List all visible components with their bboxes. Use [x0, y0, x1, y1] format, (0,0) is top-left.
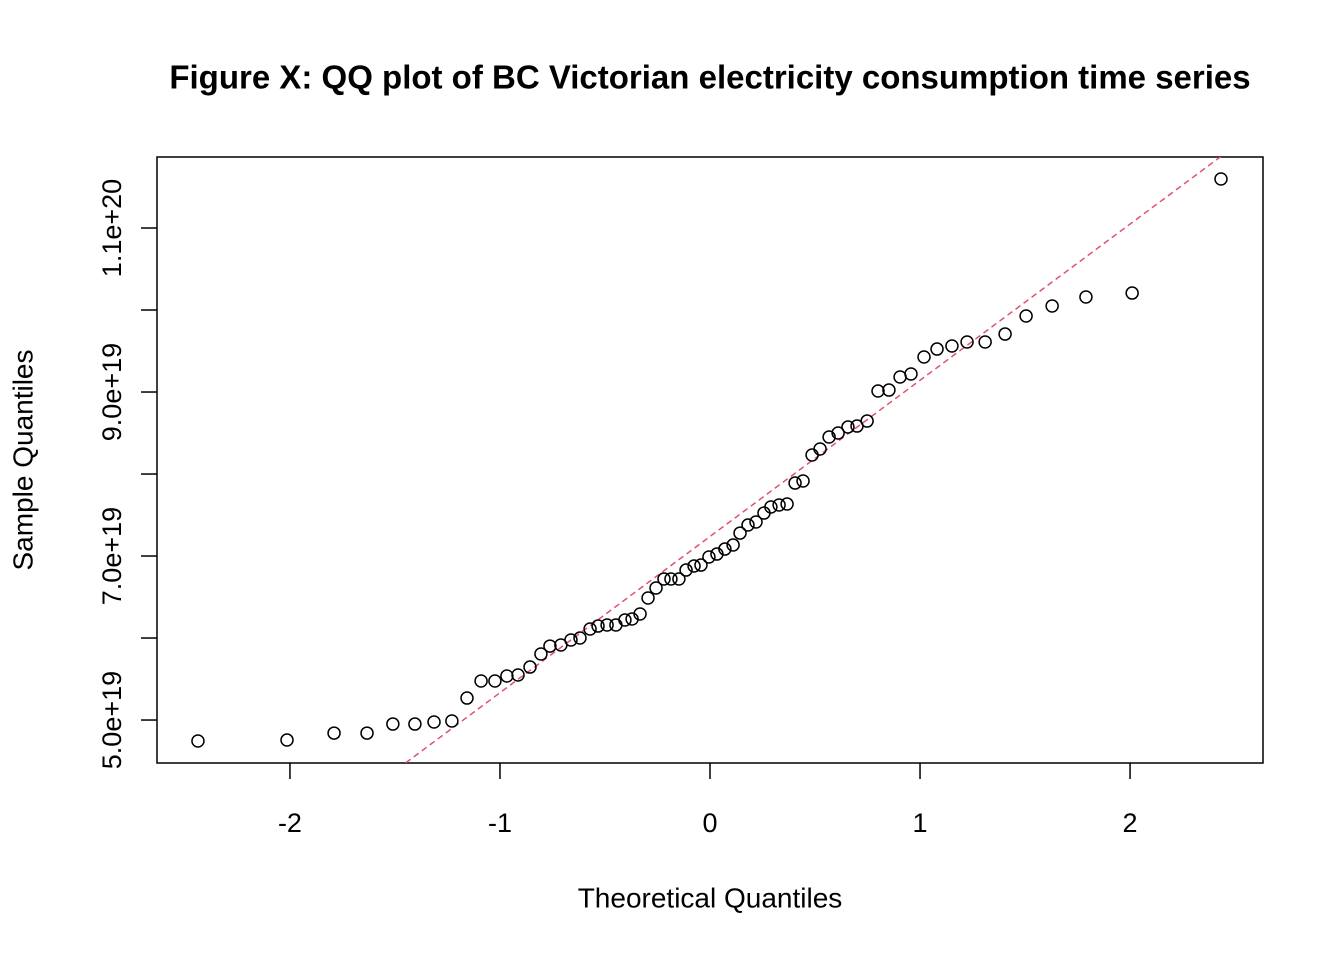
point: [733, 526, 747, 540]
point: [523, 660, 537, 674]
point: [1079, 290, 1093, 304]
point: [672, 572, 686, 586]
point: [687, 559, 701, 573]
x-tick-label: -2: [278, 808, 302, 838]
point: [788, 476, 802, 490]
point: [460, 691, 474, 705]
point: [573, 631, 587, 645]
point: [1019, 309, 1033, 323]
point: [978, 335, 992, 349]
point: [386, 717, 400, 731]
point: [633, 607, 647, 621]
point: [780, 497, 794, 511]
point: [408, 717, 422, 731]
point: [1214, 172, 1228, 186]
x-tick-label: 2: [1123, 808, 1138, 838]
point: [600, 618, 614, 632]
point: [564, 633, 578, 647]
x-tick-label: 0: [702, 808, 717, 838]
point: [657, 572, 671, 586]
point: [618, 613, 632, 627]
y-tick-label: 5.0e+19: [97, 671, 127, 769]
point: [930, 342, 944, 356]
point: [500, 669, 514, 683]
point: [741, 518, 755, 532]
point: [960, 335, 974, 349]
point: [649, 581, 663, 595]
point: [764, 500, 778, 514]
point: [534, 647, 548, 661]
point: [327, 726, 341, 740]
y-tick-label: 9.0e+19: [97, 343, 127, 441]
y-tick-label: 1.1e+20: [97, 179, 127, 277]
point: [488, 674, 502, 688]
point: [998, 327, 1012, 341]
point: [280, 733, 294, 747]
point: [882, 383, 896, 397]
y-axis-label: Sample Quantiles: [7, 349, 38, 570]
point: [591, 619, 605, 633]
point: [945, 339, 959, 353]
point: [583, 622, 597, 636]
point: [726, 538, 740, 552]
point: [822, 430, 836, 444]
point: [1045, 299, 1059, 313]
point: [718, 542, 732, 556]
point: [360, 726, 374, 740]
point: [511, 668, 525, 682]
point: [664, 572, 678, 586]
point: [841, 420, 855, 434]
point: [191, 734, 205, 748]
point: [543, 639, 557, 653]
y-tick-label: 7.0e+19: [97, 507, 127, 605]
point: [427, 715, 441, 729]
point: [445, 714, 459, 728]
point: [796, 474, 810, 488]
x-tick-label: -1: [488, 808, 512, 838]
point: [749, 515, 763, 529]
point: [917, 350, 931, 364]
point: [904, 367, 918, 381]
point: [860, 414, 874, 428]
point: [1125, 286, 1139, 300]
point: [871, 384, 885, 398]
point: [831, 426, 845, 440]
point: [474, 674, 488, 688]
point: [702, 550, 716, 564]
chart-title: Figure X: QQ plot of BC Victorian electr…: [169, 59, 1250, 96]
point: [641, 591, 655, 605]
point: [694, 558, 708, 572]
point: [813, 442, 827, 456]
x-tick-label: 1: [913, 808, 928, 838]
point: [772, 498, 786, 512]
point: [679, 563, 693, 577]
x-axis-label: Theoretical Quantiles: [578, 882, 843, 913]
